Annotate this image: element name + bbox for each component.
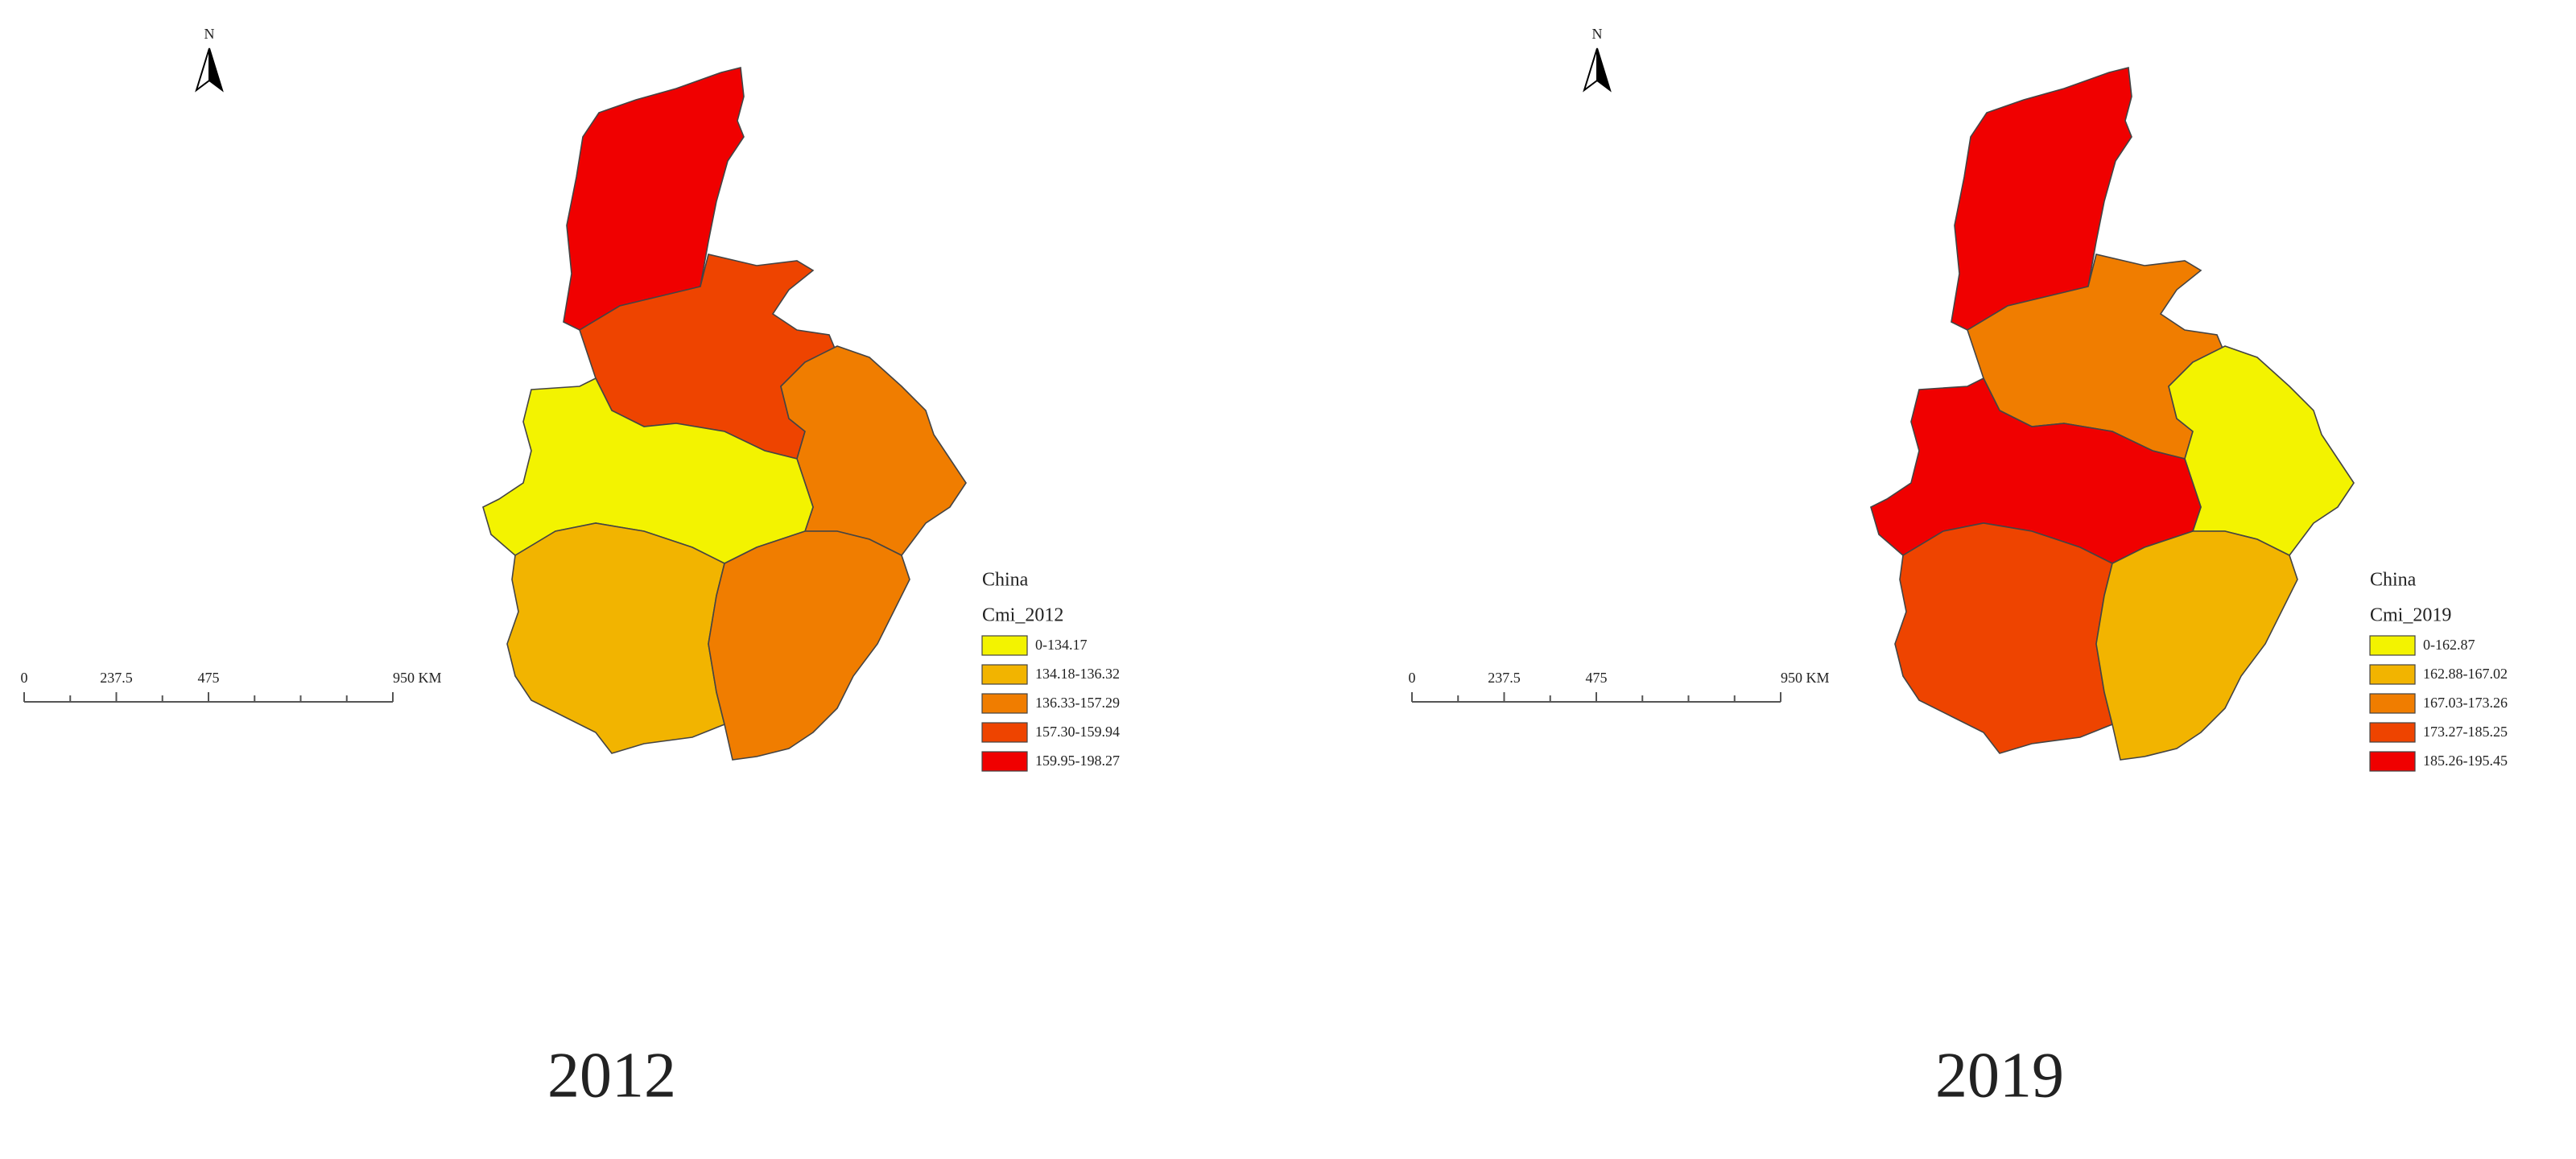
legend-label: 173.27-185.25 (2423, 724, 2508, 740)
legend-swatch (981, 693, 1028, 714)
region (1894, 522, 2113, 754)
scale-label: 237.5 (100, 670, 133, 686)
legend-label: 159.95-198.27 (1035, 753, 1120, 769)
north-arrow (1583, 47, 1598, 93)
legend-swatch (2369, 664, 2416, 685)
legend-label: 157.30-159.94 (1035, 724, 1120, 740)
legend-swatch (2369, 635, 2416, 656)
legend-title: China (2370, 570, 2417, 591)
map-panel: N 0 237.5 475 950 KM China Cmi_2012 0-134.17 134… (21, 26, 1121, 1111)
region (2095, 530, 2298, 761)
scale-label: 950 KM (1781, 670, 1830, 686)
legend-label: 0-162.87 (2423, 637, 2475, 653)
scale-label: 475 (1586, 670, 1608, 686)
legend-label: 167.03-173.26 (2423, 695, 2508, 711)
map-panel: N 0 237.5 475 950 KM China Cmi_2019 0-162.87 162… (1409, 26, 2508, 1111)
legend-swatch (981, 664, 1028, 685)
scale-label: 0 (21, 670, 28, 686)
legend-label: 0-134.17 (1035, 637, 1088, 653)
legend-title: China (982, 570, 1029, 591)
legend-swatch (981, 751, 1028, 772)
scale-label: 237.5 (1488, 670, 1521, 686)
legend-label: 162.88-167.02 (2423, 666, 2508, 682)
legend-label: 185.26-195.45 (2423, 753, 2508, 769)
region (708, 530, 910, 761)
scale-label: 0 (1409, 670, 1416, 686)
scale-label: 950 KM (393, 670, 442, 686)
legend-swatch (981, 635, 1028, 656)
legend-field: Cmi_2012 (982, 605, 1063, 626)
legend-swatch (2369, 722, 2416, 743)
region (780, 345, 967, 557)
scale-label: 475 (198, 670, 220, 686)
legend-swatch (2369, 751, 2416, 772)
region (2168, 345, 2355, 557)
legend-label: 136.33-157.29 (1035, 695, 1120, 711)
legend-swatch (981, 722, 1028, 743)
year-caption: 2012 (547, 1040, 676, 1111)
north-arrow (195, 47, 210, 93)
legend-label: 134.18-136.32 (1035, 666, 1120, 682)
legend-swatch (2369, 693, 2416, 714)
north-arrow (1596, 47, 1612, 93)
north-label: N (204, 26, 215, 42)
legend-field: Cmi_2019 (2370, 605, 2451, 626)
north-arrow (208, 47, 224, 93)
region (506, 522, 725, 754)
north-label: N (1592, 26, 1603, 42)
year-caption: 2019 (1935, 1040, 2064, 1111)
